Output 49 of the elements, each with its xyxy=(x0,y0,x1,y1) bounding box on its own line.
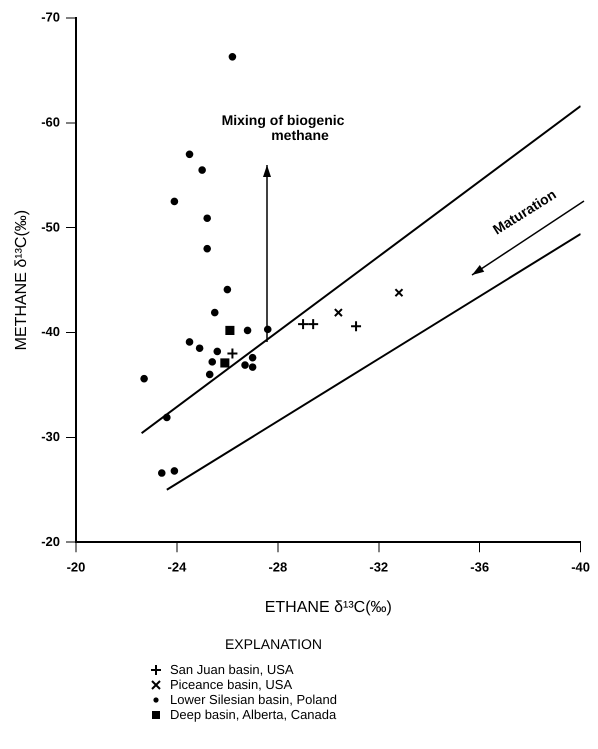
x-tick-label: -32 xyxy=(369,560,388,575)
y-tick-label: -30 xyxy=(41,428,60,444)
point xyxy=(225,326,234,335)
point xyxy=(241,361,249,369)
point xyxy=(186,150,194,158)
point xyxy=(163,414,171,422)
x-tick-label: -40 xyxy=(571,560,590,575)
point xyxy=(334,308,343,318)
point xyxy=(248,363,256,371)
legend-label: Piceance basin, USA xyxy=(170,677,292,692)
point xyxy=(158,469,166,477)
x-tick-label: -28 xyxy=(268,560,288,575)
x-axis-title: ETHANE δ¹³C(‰) xyxy=(264,598,392,616)
y-axis-title: METHANE δ¹³C(‰) xyxy=(13,210,30,350)
point xyxy=(196,344,204,352)
x-tick-label: -36 xyxy=(470,560,490,575)
point xyxy=(394,288,404,298)
point xyxy=(170,467,178,475)
y-tick-label: -20 xyxy=(41,534,60,549)
point xyxy=(186,338,194,346)
point xyxy=(220,358,230,368)
point xyxy=(350,320,362,332)
y-tick-label: -60 xyxy=(41,114,60,130)
annotation: Mixing of biogenic methane xyxy=(222,112,345,143)
point xyxy=(198,166,206,174)
x-tick-label: -24 xyxy=(168,560,188,575)
point xyxy=(244,326,252,334)
legend-title: EXPLANATION xyxy=(224,636,323,652)
legend-label: San Juan basin, USA xyxy=(170,662,294,677)
point xyxy=(210,308,219,316)
point xyxy=(208,358,216,366)
point xyxy=(140,374,148,382)
point xyxy=(226,347,238,360)
x-tick-label: -20 xyxy=(66,560,86,575)
point xyxy=(224,286,232,294)
y-tick-label: -40 xyxy=(41,324,60,340)
legend-label: Lower Silesian basin, Poland xyxy=(170,692,337,707)
point xyxy=(213,348,222,356)
point xyxy=(248,354,256,362)
y-tick-label: -50 xyxy=(41,219,60,234)
point xyxy=(228,52,236,61)
point xyxy=(297,318,310,330)
point xyxy=(203,244,211,252)
legend-label: Deep basin, Alberta, Canada xyxy=(170,707,336,722)
point xyxy=(307,318,320,330)
y-tick-label: -70 xyxy=(41,10,60,25)
point xyxy=(206,370,214,378)
point xyxy=(203,214,211,222)
point xyxy=(170,198,178,206)
